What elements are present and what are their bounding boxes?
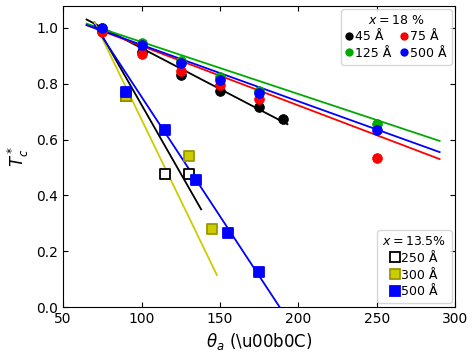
- Point: [255, 88, 263, 93]
- Point: [185, 171, 192, 177]
- Point: [161, 127, 169, 132]
- Point: [209, 226, 216, 232]
- Point: [99, 29, 106, 35]
- Point: [373, 127, 381, 132]
- Point: [177, 60, 184, 66]
- Point: [216, 74, 224, 79]
- Point: [99, 25, 106, 31]
- Legend: 250 Å, 300 Å, 500 Å: 250 Å, 300 Å, 500 Å: [377, 230, 452, 303]
- Point: [255, 269, 263, 275]
- Point: [224, 230, 232, 236]
- Point: [138, 49, 146, 54]
- Point: [255, 91, 263, 96]
- Point: [177, 72, 184, 78]
- Point: [161, 171, 169, 177]
- X-axis label: $\theta_a$ (\u00b0C): $\theta_a$ (\u00b0C): [206, 332, 312, 352]
- Point: [122, 93, 129, 99]
- Point: [255, 96, 263, 102]
- Point: [216, 77, 224, 82]
- Point: [138, 40, 146, 46]
- Point: [216, 82, 224, 88]
- Point: [177, 58, 184, 64]
- Point: [255, 105, 263, 110]
- Y-axis label: $T_c^*$: $T_c^*$: [6, 146, 31, 167]
- Point: [192, 177, 200, 183]
- Point: [216, 88, 224, 93]
- Point: [138, 52, 146, 57]
- Point: [177, 68, 184, 74]
- Point: [99, 28, 106, 34]
- Point: [99, 25, 106, 31]
- Point: [122, 89, 129, 95]
- Point: [138, 42, 146, 48]
- Point: [373, 155, 381, 160]
- Point: [122, 93, 129, 99]
- Point: [373, 121, 381, 127]
- Point: [185, 154, 192, 159]
- Point: [279, 116, 286, 121]
